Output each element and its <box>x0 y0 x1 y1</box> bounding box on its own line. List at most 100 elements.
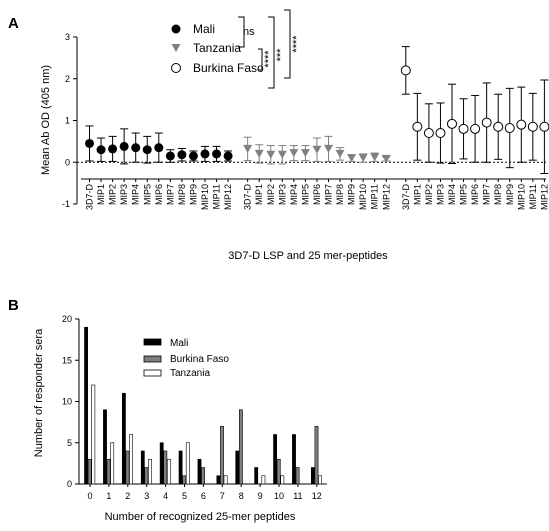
bar-mali <box>310 467 315 485</box>
panel-a-x-tick-label: MIP10 <box>516 184 526 210</box>
legend-mali-marker <box>171 24 181 34</box>
bar-mali <box>84 326 89 485</box>
data-point-mali <box>154 143 164 153</box>
panel-a-x-tick-label: MIP2 <box>424 184 434 205</box>
panel-a-letter: A <box>8 15 19 32</box>
panel-a-y-tick-label: 1 <box>65 116 70 126</box>
panel-a-x-tick-label: MIP3 <box>277 184 287 205</box>
bar-tanzania <box>167 458 171 485</box>
bar-mali <box>254 467 259 485</box>
legend-mali-label: Mali <box>193 22 215 36</box>
panel-a-x-tick-label: MIP11 <box>212 184 222 209</box>
significance-stars-2: *** <box>275 48 287 62</box>
data-point-burkina <box>539 121 549 132</box>
data-point-mali <box>119 141 129 151</box>
panel-b-x-tick-label: 7 <box>220 491 225 501</box>
data-point-burkina <box>504 123 515 134</box>
panel-a-y-tick-label: 3 <box>65 32 70 42</box>
panel-a-x-tick-label: MIP7 <box>482 184 492 205</box>
data-point-mali <box>85 138 94 148</box>
significance-stars-3: **** <box>291 35 303 53</box>
bar-burkina-faso <box>295 467 300 485</box>
legend-b-mali-label: Mali <box>170 338 188 349</box>
data-point-burkina <box>516 119 527 130</box>
panel-b-x-tick-label: 9 <box>258 491 263 501</box>
panel-b-x-tick-label: 10 <box>274 491 284 501</box>
panel-b-x-tick-label: 3 <box>144 491 149 501</box>
panel-a-x-tick-label: MIP3 <box>119 184 129 205</box>
legend-b-tanzania-label: Tanzania <box>170 368 210 379</box>
legend-b-mali-swatch <box>143 338 162 346</box>
data-point-burkina <box>481 117 492 128</box>
data-point-mali <box>142 145 152 155</box>
data-point-tanzania <box>289 149 299 158</box>
data-point-burkina <box>493 121 504 132</box>
panel-b-y-tick-label: 20 <box>62 314 72 324</box>
panel-b-legend: Mali Burkina Faso Tanzania <box>143 338 229 379</box>
panel-b-x-tick-label: 1 <box>106 491 111 501</box>
data-point-tanzania <box>312 145 322 154</box>
legend-b-burkina-swatch <box>143 355 162 363</box>
bracket-mali-burkina <box>258 48 263 71</box>
panel-b-x-tick-label: 0 <box>87 491 92 501</box>
panel-b-letter: B <box>8 297 19 314</box>
panel-a-x-tick-label: MIP7 <box>324 184 334 205</box>
bracket-all <box>284 9 291 79</box>
panel-a-x-tick-label: MIP1 <box>96 184 106 205</box>
panel-a-x-axis-label: 3D7-D LSP and 25 mer-peptides <box>228 250 388 262</box>
bar-mali <box>159 442 164 485</box>
panel-b-x-tick-label: 2 <box>125 491 130 501</box>
legend-burkina-label: Burkina Faso <box>193 61 264 75</box>
panel-a-x-tick-label: MIP11 <box>528 184 538 209</box>
panel-b-y-tick-label: 0 <box>67 479 72 489</box>
panel-a-x-tick-label: MIP8 <box>335 184 345 205</box>
panel-b-x-tick-label: 11 <box>293 491 302 501</box>
bar-burkina-faso <box>276 458 281 485</box>
panel-a-x-tick-label: MIP6 <box>154 184 164 205</box>
panel-a-x-tick-label: MIP2 <box>266 184 276 205</box>
panel-b-x-tick-label: 6 <box>201 491 206 501</box>
bar-burkina-faso <box>314 425 319 485</box>
panel-a-x-tick-label: MIP12 <box>381 184 391 210</box>
bar-mali <box>235 450 240 485</box>
data-point-burkina <box>458 123 469 134</box>
panel-b-x-axis-label: Number of recognized 25-mer peptides <box>105 511 296 523</box>
bar-tanzania <box>280 475 285 485</box>
panel-a-x-tick-label: MIP11 <box>370 184 380 209</box>
legend-b-tanzania-swatch <box>143 369 162 377</box>
panel-a-x-tick-label: MIP9 <box>505 184 515 205</box>
data-point-mali <box>108 144 118 154</box>
panel-b-x-tick-label: 8 <box>239 491 244 501</box>
bar-tanzania <box>148 458 152 485</box>
data-point-burkina <box>447 118 457 129</box>
bar-mali <box>292 434 296 485</box>
legend-b-burkina-label: Burkina Faso <box>170 354 229 365</box>
data-point-burkina <box>527 121 538 132</box>
bar-tanzania <box>129 434 134 485</box>
data-point-tanzania <box>370 153 380 162</box>
data-point-mali <box>165 151 175 161</box>
significance-stars-1: **** <box>263 50 275 68</box>
panel-b-y-tick-label: 10 <box>62 397 72 407</box>
legend-burkina-marker <box>171 63 181 73</box>
data-point-burkina <box>400 65 411 76</box>
bar-burkina-faso <box>201 467 206 485</box>
data-point-mali <box>223 151 233 161</box>
data-point-tanzania <box>335 149 345 158</box>
bar-burkina-faso <box>125 450 130 485</box>
panel-a-x-tick-label: MIP4 <box>131 184 141 205</box>
panel-a-x-tick-label: MIP3 <box>435 184 445 205</box>
data-point-tanzania <box>277 150 287 159</box>
bar-tanzania <box>318 475 323 485</box>
bar-burkina-faso <box>144 467 149 485</box>
panel-b-y-tick-label: 5 <box>67 438 72 448</box>
bar-burkina-faso <box>239 409 243 485</box>
panel-a-x-tick-label: MIP1 <box>254 184 264 205</box>
bar-mali <box>197 458 202 485</box>
legend-tanzania-marker <box>171 44 181 52</box>
data-point-burkina <box>423 128 434 139</box>
panel-a-x-tick-label: MIP5 <box>300 184 310 205</box>
